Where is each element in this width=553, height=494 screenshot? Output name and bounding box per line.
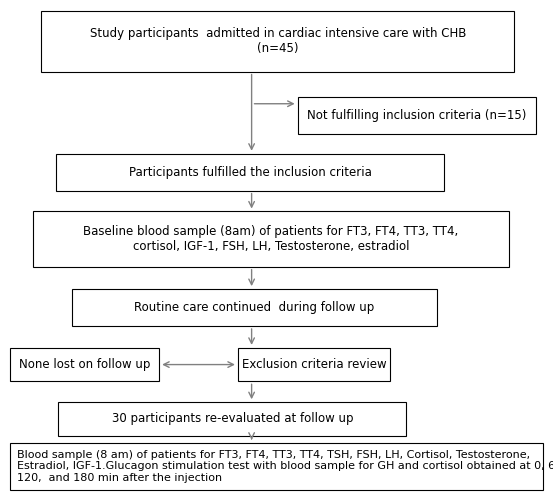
Text: 30 participants re-evaluated at follow up: 30 participants re-evaluated at follow u… <box>112 412 353 425</box>
FancyBboxPatch shape <box>10 443 543 490</box>
Text: None lost on follow up: None lost on follow up <box>19 358 150 371</box>
FancyBboxPatch shape <box>10 348 159 381</box>
FancyBboxPatch shape <box>298 97 536 134</box>
Text: Exclusion criteria review: Exclusion criteria review <box>242 358 386 371</box>
FancyBboxPatch shape <box>58 402 406 436</box>
FancyBboxPatch shape <box>72 289 437 326</box>
Text: Routine care continued  during follow up: Routine care continued during follow up <box>134 301 374 314</box>
FancyBboxPatch shape <box>33 211 509 267</box>
FancyBboxPatch shape <box>238 348 390 381</box>
FancyBboxPatch shape <box>56 154 444 191</box>
Text: Blood sample (8 am) of patients for FT3, FT4, TT3, TT4, TSH, FSH, LH, Cortisol, : Blood sample (8 am) of patients for FT3,… <box>17 450 553 483</box>
Text: Baseline blood sample (8am) of patients for FT3, FT4, TT3, TT4,
cortisol, IGF-1,: Baseline blood sample (8am) of patients … <box>84 225 458 253</box>
Text: Participants fulfilled the inclusion criteria: Participants fulfilled the inclusion cri… <box>128 165 372 179</box>
Text: Study participants  admitted in cardiac intensive care with CHB
(n=45): Study participants admitted in cardiac i… <box>90 28 466 55</box>
Text: Not fulfilling inclusion criteria (n=15): Not fulfilling inclusion criteria (n=15) <box>307 109 526 123</box>
FancyBboxPatch shape <box>41 11 514 72</box>
